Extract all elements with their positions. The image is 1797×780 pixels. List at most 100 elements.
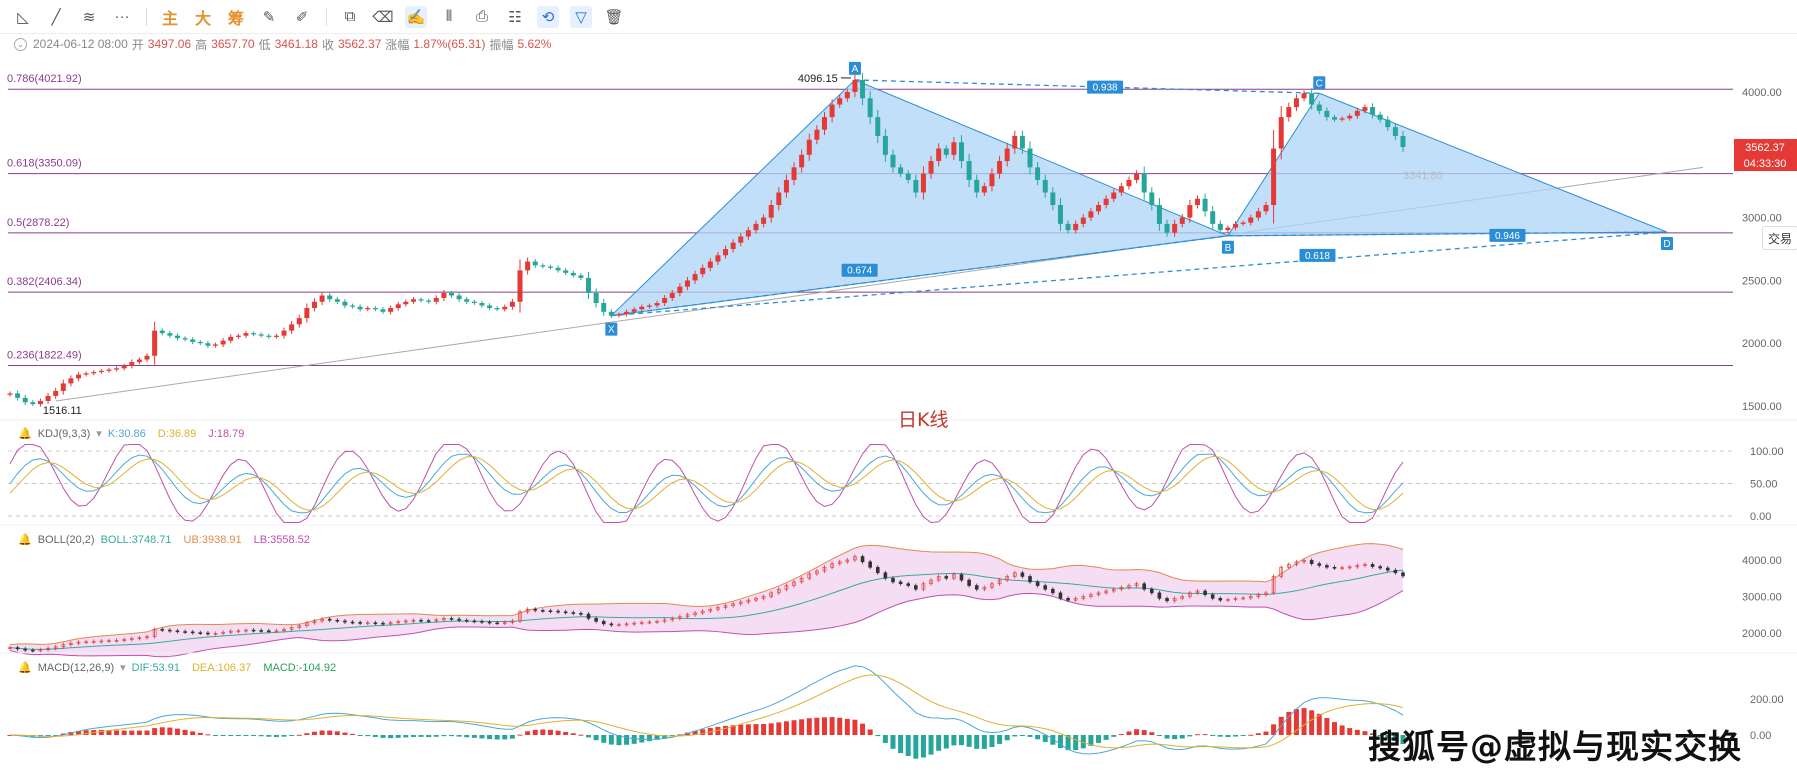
candle-body (129, 362, 135, 366)
y-tick-label: 1500.00 (1742, 401, 1782, 413)
candle-body (228, 336, 234, 341)
pattern-point-d-bg (1661, 237, 1673, 251)
more-tools-icon[interactable]: ··· (114, 8, 130, 25)
macd-histogram-bar (213, 735, 219, 736)
macd-histogram-bar (1362, 731, 1368, 735)
macd-histogram-bar (479, 735, 485, 739)
boll-candle-body (1119, 587, 1124, 590)
pattern-point-b-text: B (1225, 243, 1232, 254)
brush-tool-icon[interactable]: ✐ (295, 8, 309, 26)
macd-histogram-bar (1217, 735, 1223, 737)
macd-histogram-bar (1309, 710, 1315, 735)
candle-body (258, 334, 264, 336)
chip-button-0[interactable]: 主 (161, 8, 178, 28)
ratio-label-xab: 0.674 (841, 263, 878, 277)
macd-histogram-bar (1088, 735, 1094, 746)
countdown-tag (1734, 155, 1797, 172)
boll-candle-body (449, 618, 454, 620)
boll-candle-body (190, 631, 195, 634)
candle-body (1012, 135, 1018, 149)
current-price-text: 3562.37 (1745, 142, 1785, 154)
boll-candle-body (944, 576, 949, 579)
candle-body (898, 167, 904, 174)
candle-body (30, 402, 36, 405)
boll-candle-body (632, 622, 636, 625)
candle-body (365, 308, 371, 310)
filter-icon[interactable]: ▽ (570, 5, 592, 28)
dropdown-icon[interactable]: ▾ (120, 662, 126, 674)
candle-body (1134, 173, 1140, 180)
boll-candle-body (571, 612, 576, 614)
macd-histogram-bar (783, 721, 789, 735)
pattern-point-a-text: A (852, 64, 859, 75)
chart-canvas[interactable]: 4000.003500.003000.002500.002000.001500.… (0, 34, 1797, 780)
candle-body (1103, 198, 1109, 206)
fib-tool-icon[interactable]: ≋ (82, 8, 96, 26)
macd-histogram-bar (852, 719, 858, 735)
chip-button-2[interactable]: 筹 (227, 8, 244, 28)
macd-histogram-bar (83, 730, 89, 735)
candle-body (844, 92, 850, 99)
magnet-draw-icon[interactable]: ✍ (405, 5, 427, 28)
current-price-tag (1734, 139, 1797, 156)
candle-body (426, 300, 432, 302)
lock-drawing-icon[interactable]: ⎙ (475, 8, 488, 25)
dropdown-icon[interactable]: ▾ (96, 428, 102, 440)
candle-body (281, 330, 287, 336)
boll-legend: 🔔 BOLL(20,2) BOLL:3748.71 UB:3938.91 LB:… (18, 533, 310, 547)
boll-candle-body (228, 630, 233, 633)
delete-drawing-icon[interactable]: 🗑 (604, 8, 624, 26)
macd-histogram-bar (959, 735, 965, 746)
macd-histogram-bar (654, 735, 660, 740)
macd-histogram-bar (60, 733, 66, 735)
candle-body (471, 301, 477, 304)
bell-icon[interactable]: 🔔 (18, 662, 32, 674)
boll-candle-body (769, 592, 774, 597)
trade-button[interactable]: 交易 (1762, 226, 1797, 250)
boll-candle-body (609, 623, 614, 626)
boll-mid-line (9, 569, 1404, 650)
drawing-list-icon[interactable]: ☷ (508, 8, 522, 26)
bell-icon[interactable]: 🔔 (18, 534, 32, 546)
candle-body (167, 333, 173, 336)
boll-candle-body (586, 613, 591, 619)
candle-body (882, 135, 888, 155)
macd-histogram-bar (913, 735, 919, 759)
eraser-icon[interactable]: ⌫ (372, 8, 394, 26)
sync-drawing-icon[interactable]: ⟲ (537, 5, 559, 28)
close-value: 3562.37 (337, 37, 382, 51)
boll-candle-body (1165, 598, 1169, 602)
macd-histogram-bar (121, 730, 127, 735)
fib-level-label: 0.236(1822.49) (7, 349, 82, 361)
candle-body (350, 305, 356, 307)
ratio-label-bcd-text: 0.946 (1495, 231, 1520, 242)
boll-candle-body (1134, 583, 1139, 586)
candle-body (745, 230, 751, 237)
candle-body (327, 295, 333, 300)
high-value: 3657.70 (211, 37, 255, 51)
macd-axis-label: 0.00 (1750, 730, 1771, 742)
ray-line-tool-icon[interactable]: ╱ (51, 8, 61, 26)
copy-drawing-icon[interactable]: ⧉ (344, 8, 356, 25)
bell-icon[interactable]: 🔔 (18, 428, 32, 440)
candle-body (220, 340, 226, 345)
boll-candle-body (647, 621, 652, 624)
ohlc-info-line: ⌄ 2024-06-12 08:00 开 3497.06 高 3657.70 低 34… (14, 35, 555, 53)
candle-body (867, 98, 873, 118)
boll-candle-body (8, 647, 12, 649)
drawing-toolbar: ◺ ╱ ≋ ··· 主大筹 ✎ ✐ ⧉ ⌫ ✍ ⫴ ⎙ ☷ ⟲ ▽ 🗑 (0, 0, 1797, 34)
boll-candle-body (502, 622, 507, 624)
collapse-icon[interactable]: ⌄ (14, 37, 27, 51)
macd-histogram-bar (1293, 709, 1299, 735)
edit-drawing-icon[interactable]: ✎ (262, 8, 276, 26)
candle-body (1111, 192, 1117, 199)
boll-candle-body (548, 610, 553, 613)
chip-button-1[interactable]: 大 (194, 8, 211, 28)
boll-candle-body (556, 610, 560, 613)
trend-line-tool-icon[interactable]: ◺ (17, 8, 29, 26)
boll-candle-body (670, 618, 675, 621)
candle-body (60, 383, 66, 391)
candle-style-icon[interactable]: ⫴ (445, 8, 453, 25)
boll-candle-body (1012, 572, 1017, 577)
candle-body (1019, 135, 1025, 149)
